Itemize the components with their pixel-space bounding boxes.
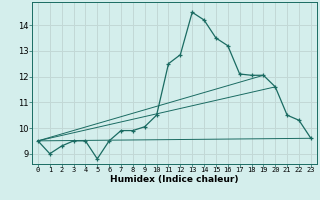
X-axis label: Humidex (Indice chaleur): Humidex (Indice chaleur) — [110, 175, 239, 184]
